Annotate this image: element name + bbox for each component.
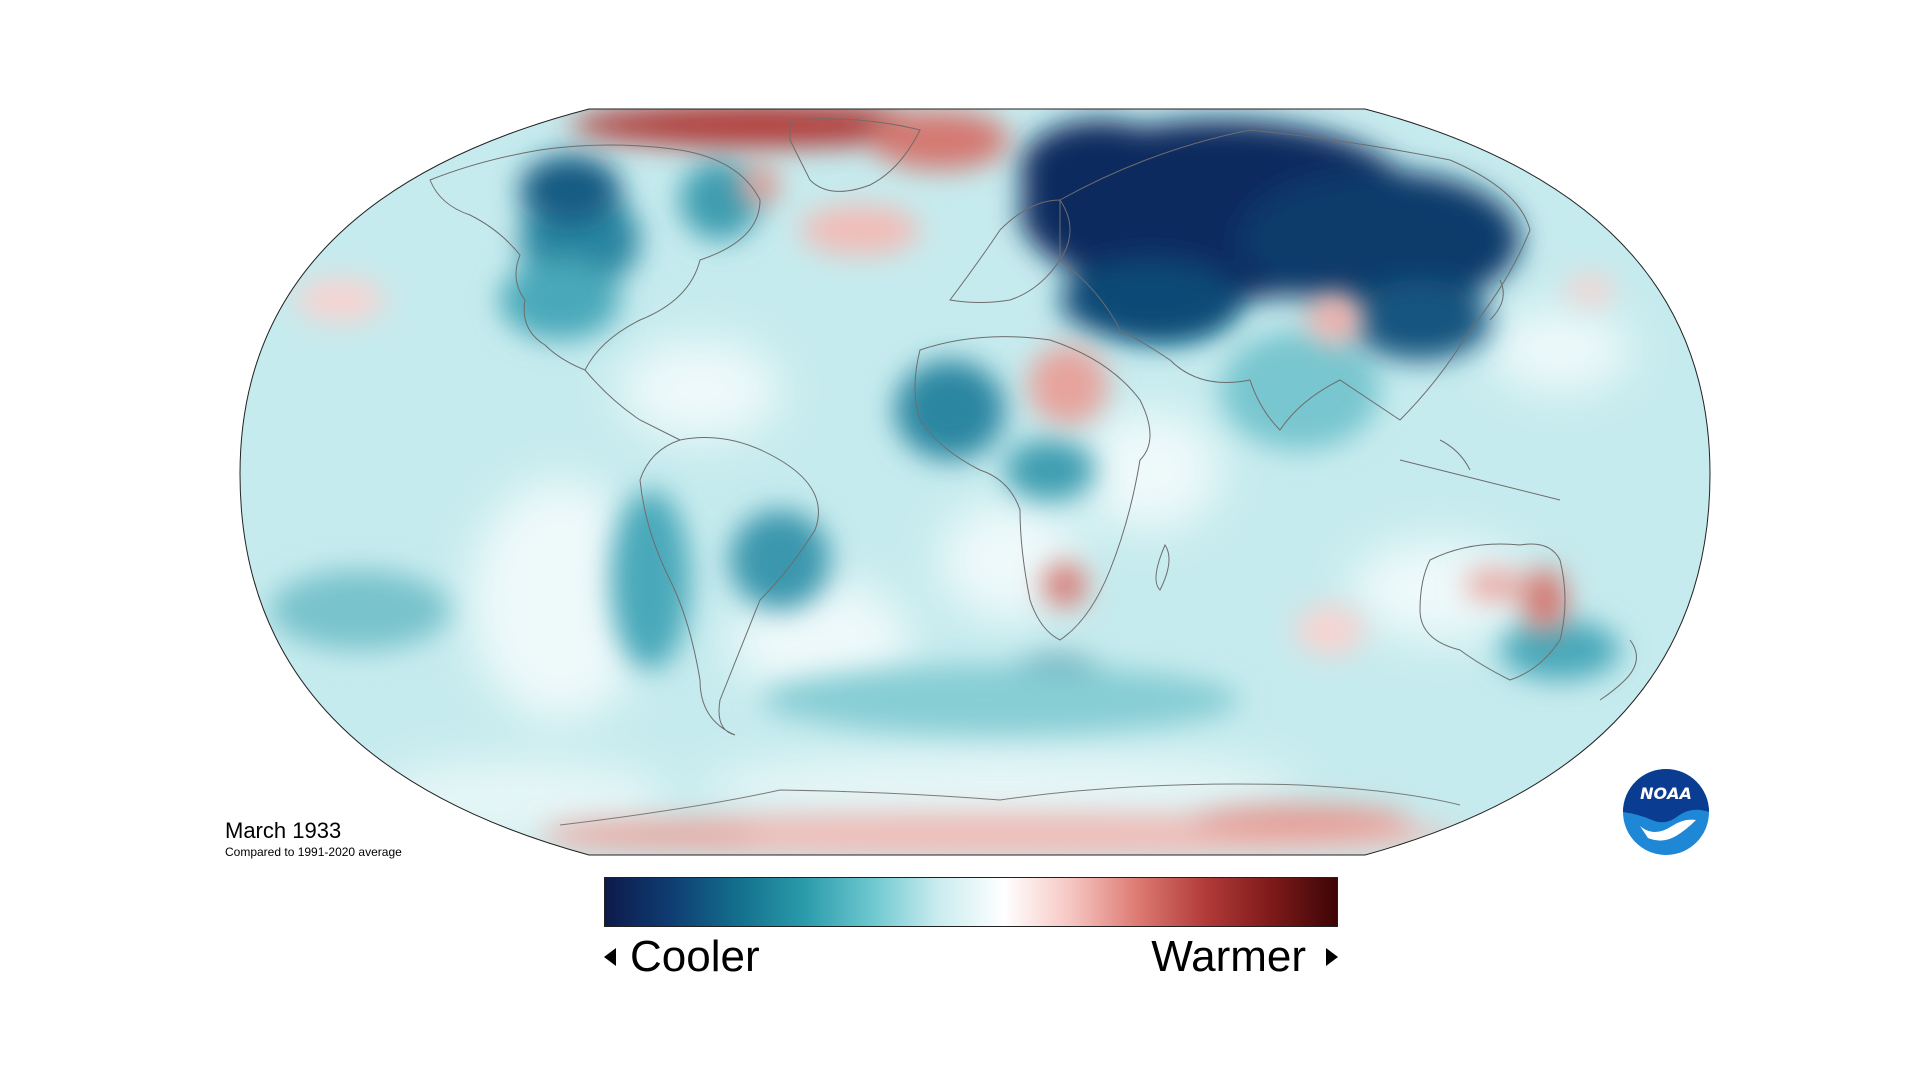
logo-bird-icon xyxy=(1640,819,1696,841)
strong-cool-eurasia xyxy=(520,120,1520,360)
cooler-label: Cooler xyxy=(630,932,760,981)
anomaly-field xyxy=(240,109,1710,855)
left-triangle-icon xyxy=(604,948,616,966)
color-scale-bar xyxy=(604,877,1338,927)
continent-outlines xyxy=(429,118,1637,736)
warmer-legend: Warmer xyxy=(1151,929,1338,985)
cooler-legend: Cooler xyxy=(604,929,760,985)
right-triangle-icon xyxy=(1326,948,1338,966)
warm-areas xyxy=(295,109,1615,855)
logo-upper xyxy=(1623,769,1709,823)
warmer-label: Warmer xyxy=(1151,932,1306,981)
noaa-logo: NOAA xyxy=(1623,769,1709,855)
map-frame xyxy=(239,108,1711,856)
map-subtitle: Compared to 1991-2020 average xyxy=(225,845,402,859)
map-caption: March 1933 Compared to 1991-2020 average xyxy=(225,818,402,860)
logo-wordmark: NOAA xyxy=(1640,784,1692,803)
map-title: March 1933 xyxy=(225,818,342,843)
